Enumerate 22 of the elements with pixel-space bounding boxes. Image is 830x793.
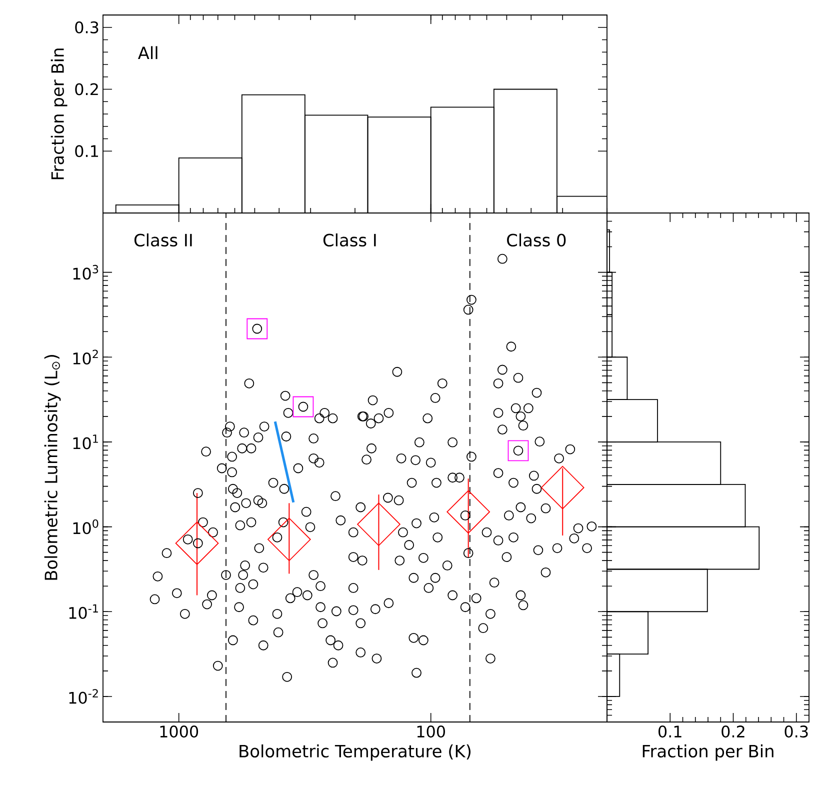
x-tick-label: 1000 — [160, 726, 198, 738]
y-tick-label: 10$^{1}$ — [73, 434, 98, 450]
x-tick-label: 0.1 — [658, 726, 682, 738]
y-axis-title: Bolometric Luminosity (L$_{⊙}$) — [44, 355, 61, 580]
y-tick-label: 10$^{-2}$ — [69, 689, 98, 704]
y-tick-label: 0.1 — [75, 145, 98, 158]
y-tick-label: 10$^{2}$ — [73, 350, 98, 364]
y-tick-label: 10$^{-1}$ — [69, 604, 98, 619]
x-tick-label: 0.2 — [722, 726, 744, 738]
annotation: Class 0 — [507, 233, 566, 247]
x-axis-title: Fraction per Bin — [642, 744, 774, 761]
annotation: Class II — [134, 233, 192, 247]
y-tick-label: 0.3 — [75, 21, 98, 34]
annotation: Class I — [323, 233, 376, 247]
y-tick-label: 10$^{0}$ — [73, 519, 98, 534]
annotation: All — [138, 46, 158, 60]
x-axis-title: Bolometric Temperature (K) — [240, 744, 471, 761]
y-tick-label: 0.2 — [75, 83, 98, 96]
x-tick-label: 0.3 — [784, 726, 808, 738]
y-tick-label: 10$^{3}$ — [73, 264, 98, 280]
y-axis-title: Fraction per Bin — [50, 48, 68, 180]
x-tick-label: 100 — [417, 726, 445, 738]
